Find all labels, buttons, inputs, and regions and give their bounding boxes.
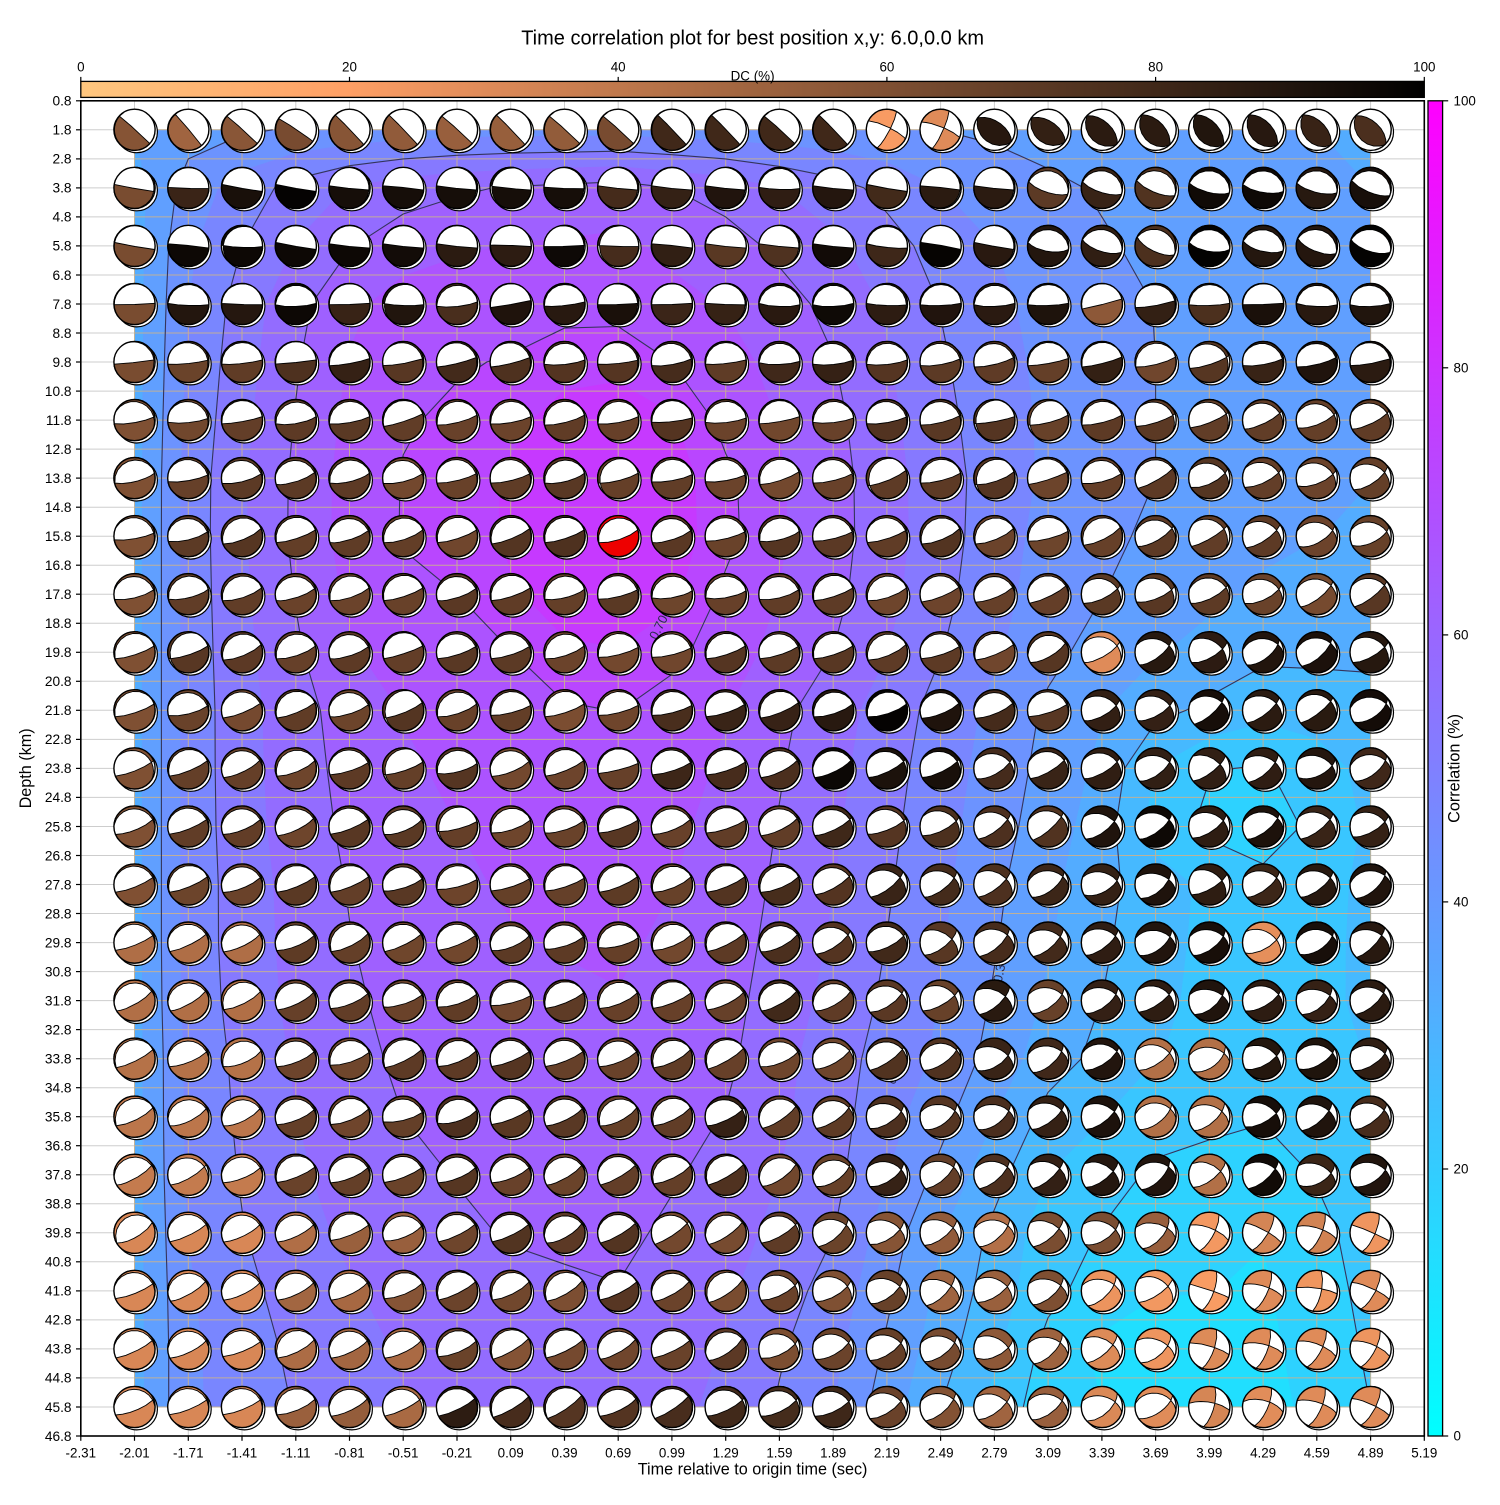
svg-text:14.8: 14.8: [45, 500, 72, 515]
svg-text:9.8: 9.8: [52, 355, 71, 370]
svg-text:0.69: 0.69: [605, 1446, 631, 1461]
svg-text:Depth (km): Depth (km): [17, 728, 35, 808]
svg-text:33.8: 33.8: [45, 1052, 72, 1067]
svg-text:DC (%): DC (%): [731, 68, 775, 83]
svg-text:7.8: 7.8: [52, 297, 71, 312]
svg-text:Time correlation plot for best: Time correlation plot for best position …: [521, 28, 984, 50]
svg-text:Time relative to origin time (: Time relative to origin time (sec): [638, 1461, 868, 1479]
svg-text:27.8: 27.8: [45, 877, 72, 892]
svg-text:21.8: 21.8: [45, 703, 72, 718]
svg-text:80: 80: [1148, 59, 1163, 74]
svg-text:23.8: 23.8: [45, 761, 72, 776]
svg-text:20: 20: [342, 59, 357, 74]
svg-text:42.8: 42.8: [45, 1313, 72, 1328]
svg-text:39.8: 39.8: [45, 1226, 72, 1241]
svg-text:Correlation (%): Correlation (%): [1446, 714, 1464, 823]
svg-text:15.8: 15.8: [45, 529, 72, 544]
svg-text:0.09: 0.09: [498, 1446, 524, 1461]
svg-text:2.19: 2.19: [874, 1446, 900, 1461]
svg-text:-0.21: -0.21: [442, 1446, 473, 1461]
svg-text:19.8: 19.8: [45, 645, 72, 660]
svg-text:31.8: 31.8: [45, 993, 72, 1008]
svg-text:36.8: 36.8: [45, 1139, 72, 1154]
svg-text:20.8: 20.8: [45, 674, 72, 689]
svg-text:29.8: 29.8: [45, 935, 72, 950]
svg-text:41.8: 41.8: [45, 1284, 72, 1299]
svg-text:80: 80: [1454, 361, 1469, 376]
svg-text:40: 40: [1454, 895, 1469, 910]
svg-text:4.8: 4.8: [52, 210, 71, 225]
svg-text:4.89: 4.89: [1358, 1446, 1384, 1461]
svg-text:10.8: 10.8: [45, 384, 72, 399]
svg-text:40.8: 40.8: [45, 1255, 72, 1270]
svg-text:28.8: 28.8: [45, 906, 72, 921]
svg-text:3.99: 3.99: [1196, 1446, 1222, 1461]
svg-text:1.8: 1.8: [52, 123, 71, 138]
svg-text:22.8: 22.8: [45, 732, 72, 747]
svg-text:100: 100: [1454, 94, 1476, 109]
svg-text:46.8: 46.8: [45, 1429, 72, 1444]
svg-text:5.8: 5.8: [52, 239, 71, 254]
svg-text:20: 20: [1454, 1162, 1469, 1177]
svg-text:24.8: 24.8: [45, 790, 72, 805]
svg-text:0: 0: [1454, 1429, 1461, 1444]
svg-text:30.8: 30.8: [45, 964, 72, 979]
svg-text:-1.41: -1.41: [227, 1446, 258, 1461]
svg-text:17.8: 17.8: [45, 587, 72, 602]
svg-text:5.19: 5.19: [1411, 1446, 1437, 1461]
svg-text:3.09: 3.09: [1035, 1446, 1061, 1461]
svg-text:0.39: 0.39: [551, 1446, 577, 1461]
svg-text:3.8: 3.8: [52, 181, 71, 196]
svg-text:-0.81: -0.81: [334, 1446, 365, 1461]
svg-text:0: 0: [77, 59, 84, 74]
svg-text:8.8: 8.8: [52, 326, 71, 341]
svg-text:37.8: 37.8: [45, 1168, 72, 1183]
svg-text:60: 60: [879, 59, 894, 74]
svg-text:0.8: 0.8: [52, 94, 71, 109]
svg-text:1.89: 1.89: [820, 1446, 846, 1461]
svg-text:2.8: 2.8: [52, 152, 71, 167]
svg-text:6.8: 6.8: [52, 268, 71, 283]
svg-text:1.29: 1.29: [713, 1446, 739, 1461]
svg-text:-1.71: -1.71: [173, 1446, 204, 1461]
svg-text:16.8: 16.8: [45, 558, 72, 573]
svg-text:-0.51: -0.51: [388, 1446, 419, 1461]
svg-text:-1.11: -1.11: [281, 1446, 311, 1461]
svg-text:44.8: 44.8: [45, 1371, 72, 1386]
svg-text:13.8: 13.8: [45, 471, 72, 486]
svg-text:100: 100: [1413, 59, 1435, 74]
svg-text:-2.01: -2.01: [119, 1446, 150, 1461]
svg-text:25.8: 25.8: [45, 819, 72, 834]
svg-text:18.8: 18.8: [45, 616, 72, 631]
svg-text:60: 60: [1454, 628, 1469, 643]
svg-text:45.8: 45.8: [45, 1400, 72, 1415]
svg-text:4.59: 4.59: [1304, 1446, 1330, 1461]
svg-text:35.8: 35.8: [45, 1110, 72, 1125]
svg-text:3.39: 3.39: [1089, 1446, 1115, 1461]
svg-text:11.8: 11.8: [46, 413, 72, 428]
svg-text:4.29: 4.29: [1250, 1446, 1276, 1461]
svg-text:-2.31: -2.31: [66, 1446, 97, 1461]
svg-text:32.8: 32.8: [45, 1022, 72, 1037]
svg-text:38.8: 38.8: [45, 1197, 72, 1212]
svg-text:2.79: 2.79: [981, 1446, 1007, 1461]
svg-text:12.8: 12.8: [45, 442, 72, 457]
svg-text:26.8: 26.8: [45, 848, 72, 863]
svg-text:40: 40: [611, 59, 626, 74]
svg-text:43.8: 43.8: [45, 1342, 72, 1357]
svg-text:3.69: 3.69: [1143, 1446, 1169, 1461]
svg-text:1.59: 1.59: [766, 1446, 792, 1461]
svg-text:2.49: 2.49: [928, 1446, 954, 1461]
svg-text:0.99: 0.99: [659, 1446, 685, 1461]
svg-text:34.8: 34.8: [45, 1081, 72, 1096]
